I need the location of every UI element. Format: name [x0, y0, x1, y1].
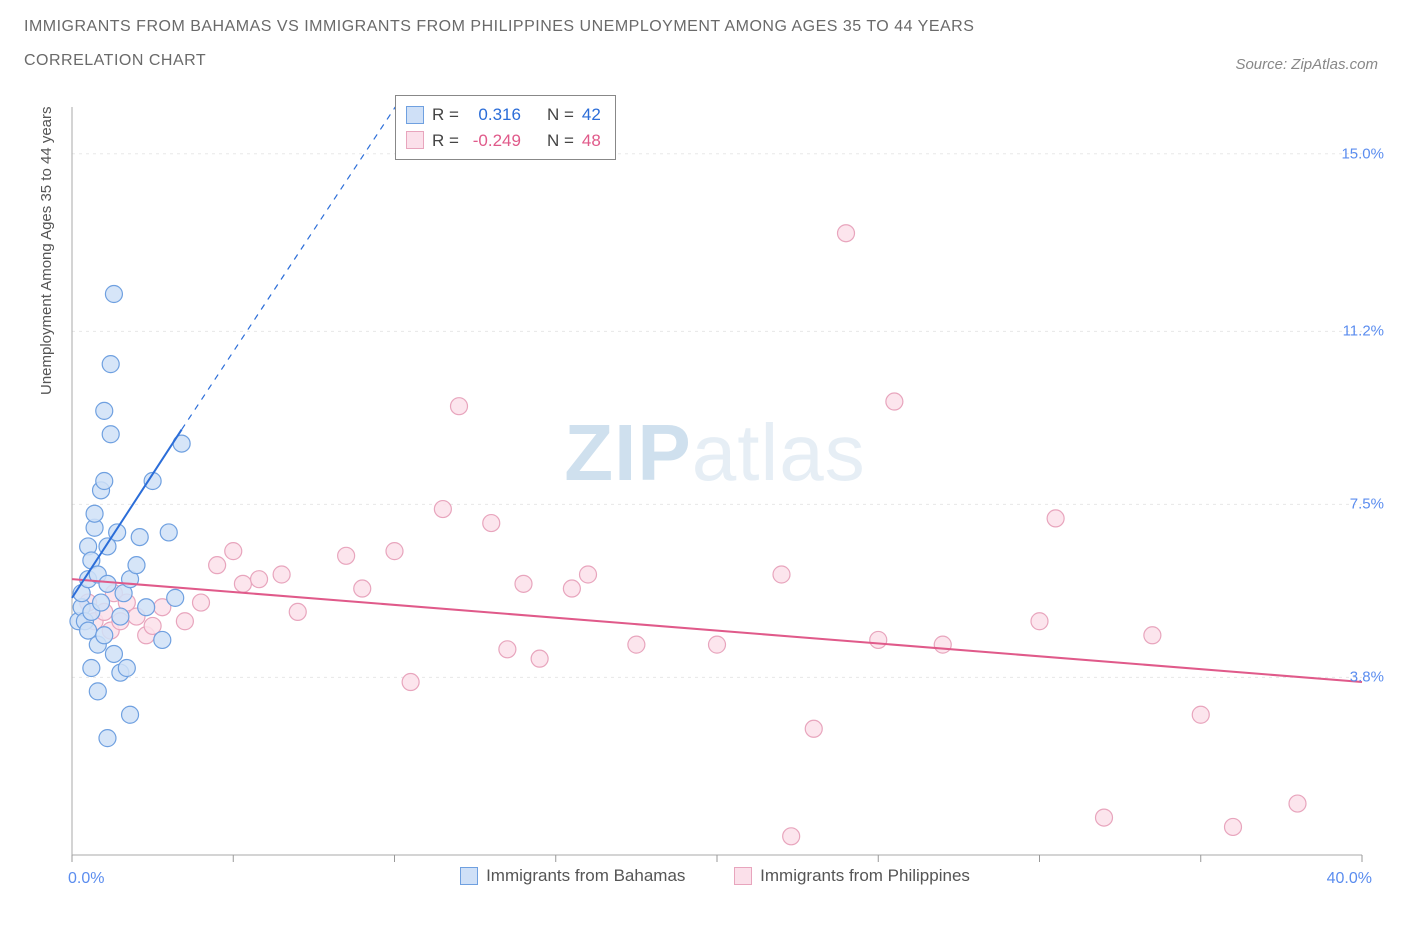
y-tick-label: 3.8%	[1350, 669, 1384, 686]
stats-row-philippines: R = -0.249 N = 48	[406, 128, 601, 154]
legend: Immigrants from Bahamas Immigrants from …	[50, 866, 1380, 890]
chart-title-line2: CORRELATION CHART	[24, 52, 1382, 70]
stats-row-bahamas: R = 0.316 N = 42	[406, 102, 601, 128]
chart-title-line1: IMMIGRANTS FROM BAHAMAS VS IMMIGRANTS FR…	[24, 18, 1382, 36]
legend-item-philippines: Immigrants from Philippines	[734, 866, 970, 886]
source-attribution: Source: ZipAtlas.com	[1235, 56, 1378, 73]
legend-swatch-bahamas	[460, 867, 478, 885]
correlation-stats-box: R = 0.316 N = 42 R = -0.249 N = 48	[395, 95, 616, 160]
scatter-chart	[50, 95, 1380, 890]
y-tick-label: 11.2%	[1343, 323, 1384, 340]
chart-container: Unemployment Among Ages 35 to 44 years Z…	[50, 95, 1380, 890]
legend-swatch-philippines	[734, 867, 752, 885]
y-tick-label: 7.5%	[1350, 496, 1384, 513]
swatch-philippines	[406, 131, 424, 149]
y-tick-label: 15.0%	[1341, 145, 1384, 162]
legend-item-bahamas: Immigrants from Bahamas	[460, 866, 685, 886]
swatch-bahamas	[406, 106, 424, 124]
